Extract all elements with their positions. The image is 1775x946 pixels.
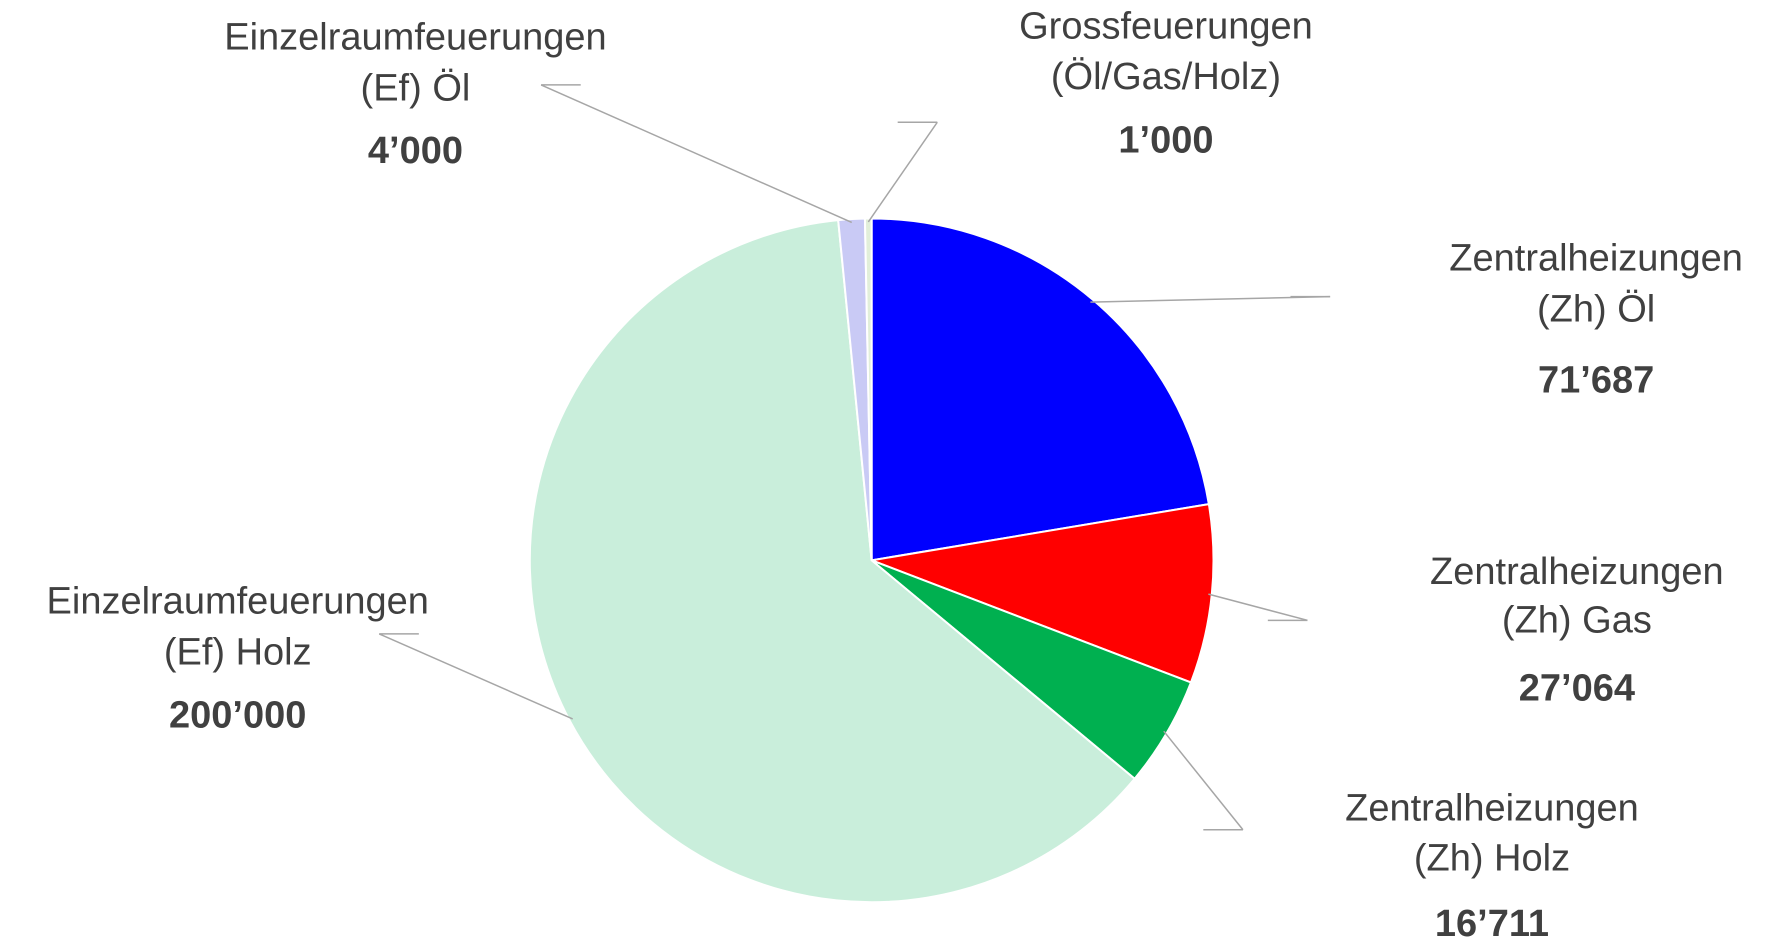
category-label: Grossfeuerungen (Öl/Gas/Holz) (1019, 5, 1313, 98)
value-label: 27’064 (1519, 668, 1635, 710)
category-label: Einzelraumfeuerungen (Ef) Holz (47, 580, 429, 673)
value-label: 200’000 (169, 695, 306, 737)
leader-line (378, 633, 573, 720)
category-label: Einzelraumfeuerungen (Ef) Öl (224, 17, 606, 110)
label-line: Zentralheizungen (1449, 237, 1743, 279)
label-line: Einzelraumfeuerungen (224, 17, 606, 59)
category-label: Zentralheizungen (Zh) Öl (1449, 237, 1743, 330)
pie-slice (870, 217, 1211, 562)
leader-line (540, 84, 853, 224)
label-line: (Zh) Gas (1502, 600, 1652, 642)
pie-slice (863, 217, 873, 561)
leader-line (1163, 730, 1244, 831)
value-label: 4’000 (368, 130, 463, 172)
value-label: 71’687 (1538, 360, 1654, 402)
label-line: (Ef) Holz (164, 631, 312, 673)
label-line: (Öl/Gas/Holz) (1051, 56, 1281, 98)
category-label: Zentralheizungen (Zh) Holz (1345, 788, 1639, 880)
label-line: (Zh) Holz (1414, 837, 1570, 879)
leader-line (1090, 295, 1331, 303)
label-line: (Zh) Öl (1537, 288, 1655, 330)
label-line: Grossfeuerungen (1019, 5, 1313, 47)
value-label: 1’000 (1118, 120, 1213, 162)
label-line: (Ef) Öl (361, 68, 471, 110)
leader-line (1208, 593, 1308, 622)
label-line: Einzelraumfeuerungen (47, 580, 429, 622)
label-line: Zentralheizungen (1430, 551, 1724, 593)
value-label: 16’711 (1435, 903, 1549, 945)
leader-line (867, 121, 938, 223)
label-line: Zentralheizungen (1345, 788, 1639, 830)
category-label: Zentralheizungen (Zh) Gas (1430, 551, 1724, 642)
pie-slice (528, 219, 1137, 904)
